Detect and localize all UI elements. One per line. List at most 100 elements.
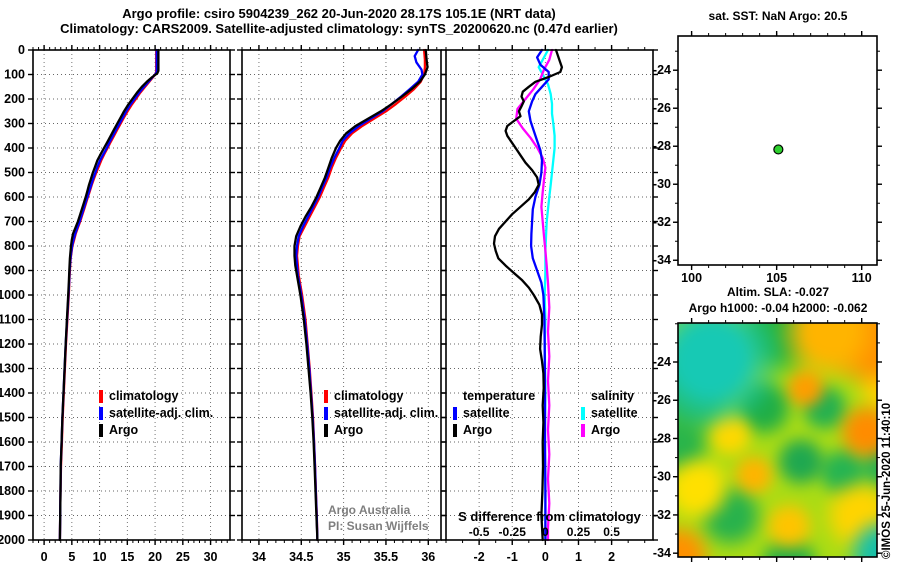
sal-scale-tick-label: -0.5 bbox=[469, 525, 490, 539]
argo-line-swatch bbox=[99, 424, 103, 437]
depth-tick-label: 1700 bbox=[0, 460, 25, 474]
depth-tick-label: 400 bbox=[4, 141, 25, 155]
map-lon-tick-label: 100 bbox=[681, 271, 702, 285]
sst-comparison-label: sat. SST: NaN Argo: 20.5 bbox=[708, 9, 848, 23]
pi-label: PI: Susan Wijffels bbox=[328, 519, 429, 533]
legend-item-climatology: climatology bbox=[99, 388, 213, 405]
depth-tick-label: 700 bbox=[4, 215, 25, 229]
series-argo bbox=[58, 48, 160, 542]
sal-scale-tick-label: 0.5 bbox=[603, 525, 620, 539]
legend-item-temp-satellite: satellite bbox=[453, 405, 535, 422]
legend-label: Argo bbox=[109, 423, 139, 437]
satellite-adj-line-swatch bbox=[324, 407, 328, 420]
legend-header-temperature: temperature bbox=[463, 389, 536, 403]
map-lon-tick-label: 105 bbox=[766, 271, 787, 285]
imos-credit-timestamp: ©IMOS 25-Jun-2020 11:40:10 bbox=[881, 402, 893, 559]
argo-line-swatch bbox=[324, 424, 328, 437]
x-tick-label: 15 bbox=[120, 550, 134, 564]
s-difference-title: S difference from climatology bbox=[458, 509, 641, 524]
legend-item-satellite-adj-clim: satellite-adj. clim. bbox=[99, 405, 213, 422]
depth-tick-label: 500 bbox=[4, 166, 25, 180]
depth-tick-label: 1300 bbox=[0, 362, 25, 376]
legend-header-salinity: salinity bbox=[591, 389, 635, 403]
x-tick-label: 0 bbox=[542, 550, 549, 564]
x-tick-label: 2 bbox=[608, 550, 615, 564]
series-argo bbox=[293, 48, 429, 542]
x-tick-label: 0 bbox=[41, 550, 48, 564]
sal-scale-tick-label: 0.25 bbox=[567, 525, 591, 539]
map-lat-tick-label: -30 bbox=[653, 177, 671, 191]
figure-title-line1: Argo profile: csiro 5904239_262 20-Jun-2… bbox=[122, 6, 556, 21]
sal-satellite-line-swatch bbox=[581, 407, 585, 420]
heatmap-lat-tick-label: -26 bbox=[653, 393, 671, 407]
axis-frame bbox=[677, 322, 878, 558]
argo-program-label: Argo Australia bbox=[328, 503, 411, 517]
depth-tick-label: 0 bbox=[18, 43, 25, 57]
depth-tick-label: 1200 bbox=[0, 337, 25, 351]
altimetry-sla-label: Altim. SLA: -0.027 bbox=[726, 285, 830, 299]
legend-diff-temperature: temperature satellite Argo bbox=[453, 388, 535, 439]
heatmap-lat-tick-label: -32 bbox=[653, 508, 671, 522]
legend-diff-salinity: salinity satellite Argo bbox=[581, 388, 638, 439]
sla-heatmap bbox=[678, 323, 877, 557]
series-temperature-argo bbox=[492, 48, 564, 542]
map-lat-tick-label: -26 bbox=[653, 101, 671, 115]
x-tick-label: 34 bbox=[252, 550, 266, 564]
x-tick-label: 25 bbox=[176, 550, 190, 564]
argo-dynamic-height-label: Argo h1000: -0.04 h2000: -0.062 bbox=[688, 301, 868, 315]
legend-label: satellite bbox=[591, 406, 638, 420]
legend-label: satellite-adj. clim. bbox=[109, 406, 214, 420]
legend-label: climatology bbox=[334, 389, 404, 403]
depth-tick-label: 2000 bbox=[0, 533, 25, 547]
map-lat-tick-label: -34 bbox=[653, 253, 671, 267]
x-tick-label: 20 bbox=[148, 550, 162, 564]
x-tick-label: 36 bbox=[421, 550, 435, 564]
figure-title-line2: Climatology: CARS2009. Satellite-adjuste… bbox=[60, 21, 618, 36]
x-tick-label: 1 bbox=[575, 550, 582, 564]
legend-temperature-panel: climatology satellite-adj. clim. Argo bbox=[99, 388, 213, 439]
x-tick-label: 5 bbox=[68, 550, 75, 564]
legend-item-sal-argo: Argo bbox=[581, 422, 638, 439]
legend-item-satellite-adj-clim: satellite-adj. clim. bbox=[324, 405, 438, 422]
depth-tick-label: 1500 bbox=[0, 411, 25, 425]
x-tick-label: -2 bbox=[474, 550, 485, 564]
depth-tick-label: 1400 bbox=[0, 386, 25, 400]
heatmap-lat-tick-label: -24 bbox=[653, 355, 671, 369]
depth-tick-label: 800 bbox=[4, 239, 25, 253]
sal-argo-line-swatch bbox=[581, 424, 585, 437]
legend-item-temp-argo: Argo bbox=[453, 422, 535, 439]
temp-satellite-line-swatch bbox=[453, 407, 457, 420]
sal-scale-tick-label: 0 bbox=[542, 525, 549, 539]
x-tick-label: 35.5 bbox=[374, 550, 398, 564]
legend-label: Argo bbox=[463, 423, 493, 437]
depth-tick-label: 200 bbox=[4, 92, 25, 106]
legend-item-sal-satellite: satellite bbox=[581, 405, 638, 422]
x-tick-label: 34.5 bbox=[289, 550, 313, 564]
climatology-line-swatch bbox=[324, 390, 328, 403]
temp-argo-line-swatch bbox=[453, 424, 457, 437]
axis-frame bbox=[32, 49, 231, 541]
legend-label: satellite bbox=[463, 406, 510, 420]
axis-frame bbox=[241, 49, 442, 541]
x-tick-label: -1 bbox=[507, 550, 518, 564]
depth-tick-label: 1600 bbox=[0, 435, 25, 449]
sal-scale-tick-label: -0.25 bbox=[499, 525, 527, 539]
x-tick-label: 10 bbox=[93, 550, 107, 564]
legend-salinity-panel: climatology satellite-adj. clim. Argo bbox=[324, 388, 438, 439]
depth-tick-label: 1100 bbox=[0, 313, 25, 327]
legend-label: climatology bbox=[109, 389, 179, 403]
float-position-marker bbox=[773, 144, 784, 155]
sla-heatmap-field bbox=[678, 323, 877, 557]
legend-label: satellite-adj. clim. bbox=[334, 406, 439, 420]
map-lat-tick-label: -28 bbox=[653, 139, 671, 153]
depth-tick-label: 1800 bbox=[0, 484, 25, 498]
x-tick-label: 35 bbox=[337, 550, 351, 564]
depth-tick-label: 100 bbox=[4, 68, 25, 82]
depth-tick-label: 300 bbox=[4, 117, 25, 131]
series-satellite-adj-clim bbox=[58, 48, 158, 542]
legend-item-argo: Argo bbox=[324, 422, 438, 439]
satellite-adj-line-swatch bbox=[99, 407, 103, 420]
legend-item-climatology: climatology bbox=[324, 388, 438, 405]
